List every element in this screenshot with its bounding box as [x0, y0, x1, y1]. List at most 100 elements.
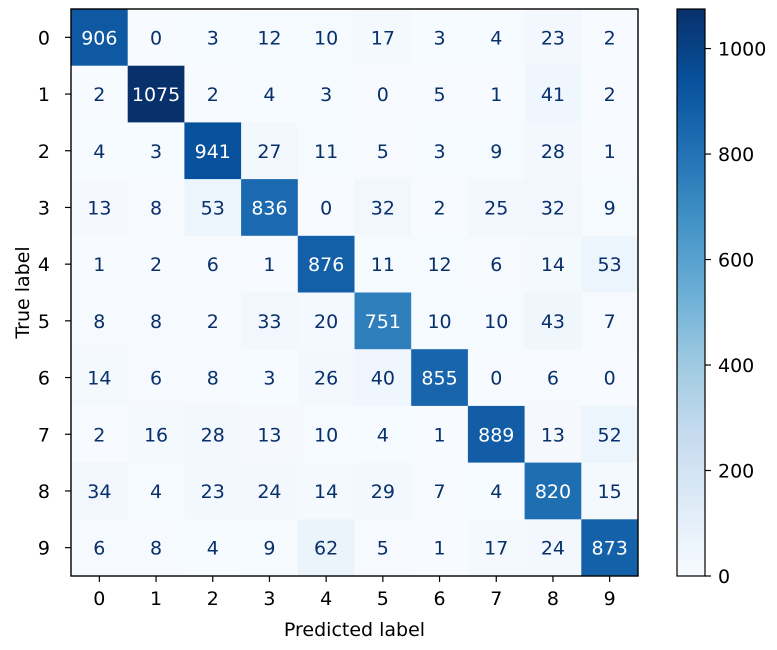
heatmap-cell-2-9: [581, 122, 639, 180]
heatmap-cell-8-8: [524, 462, 582, 520]
cell-value-8-2: 23: [201, 481, 225, 503]
cell-value-5-3: 33: [257, 311, 281, 333]
heatmap-cell-0-3: [241, 9, 299, 67]
y-tick-label: 7: [38, 424, 50, 446]
heatmap-cell-2-8: [524, 122, 582, 180]
heatmap-cell-4-2: [184, 235, 242, 293]
cell-value-1-5: 0: [377, 84, 389, 106]
cell-value-3-1: 8: [150, 197, 162, 219]
y-tick-label: 5: [38, 311, 50, 333]
cell-value-7-2: 28: [201, 424, 225, 446]
heatmap-cell-9-0: [71, 519, 129, 577]
heatmap-cell-5-9: [581, 292, 639, 350]
cell-value-6-1: 6: [150, 368, 162, 390]
heatmap-cell-7-2: [184, 405, 242, 464]
heatmap-cell-6-4: [297, 349, 355, 407]
heatmap-cell-3-2: [184, 179, 242, 237]
heatmap-cell-9-6: [411, 519, 469, 577]
cell-value-7-7: 889: [478, 424, 514, 446]
x-tick-label: 1: [150, 588, 162, 610]
cell-value-6-2: 8: [207, 368, 219, 390]
cell-value-5-9: 7: [604, 311, 616, 333]
heatmap-cell-labels: 906 0 3 12 10 17 3 4 23 22 1075 2 4 3 0 5 1 41 24 3 941 27 11 5…: [81, 27, 628, 559]
heatmap-cell-6-8: [524, 349, 582, 407]
cell-value-2-7: 9: [490, 141, 502, 163]
x-tick-label: 9: [604, 588, 616, 610]
heatmap-cell-4-9: [581, 235, 639, 293]
cell-value-2-8: 28: [541, 141, 565, 163]
cell-value-2-5: 5: [377, 141, 389, 163]
heatmap-cell-2-6: [411, 122, 469, 180]
cell-value-8-6: 7: [434, 481, 446, 503]
cell-value-4-2: 6: [207, 254, 219, 276]
heatmap-cell-6-1: [127, 349, 185, 407]
cell-value-3-0: 13: [87, 197, 111, 219]
heatmap-cell-1-1: [127, 65, 185, 123]
cell-value-3-2: 53: [201, 197, 225, 219]
heatmap-cell-9-5: [354, 519, 412, 577]
x-axis-label: Predicted label: [284, 619, 425, 641]
heatmap-cell-9-7: [467, 519, 526, 577]
cell-value-1-8: 41: [541, 84, 565, 106]
cell-value-9-0: 6: [93, 538, 105, 560]
cell-value-7-1: 16: [144, 424, 168, 446]
cell-value-9-5: 5: [377, 538, 389, 560]
heatmap-cell-8-3: [241, 462, 299, 520]
heatmap-cells: [71, 9, 639, 577]
x-axis-ticks: 0 1 2 3 4 5 6 7 8 9: [93, 576, 616, 610]
heatmap-cell-5-2: [184, 292, 242, 350]
y-axis-ticks: 0 1 2 3 4 5 6 7 8 9: [38, 27, 71, 560]
heatmap-cell-3-4: [297, 179, 355, 237]
heatmap-cell-8-7: [467, 462, 526, 520]
cell-value-0-8: 23: [541, 27, 565, 49]
heatmap-cell-4-4: [297, 235, 355, 293]
y-tick-label: 3: [38, 197, 50, 219]
cell-value-4-0: 1: [93, 254, 105, 276]
cell-value-9-9: 873: [592, 538, 628, 560]
heatmap-cell-3-0: [71, 179, 129, 237]
heatmap-cell-7-9: [581, 405, 639, 464]
heatmap-cell-0-8: [524, 9, 582, 67]
heatmap-cell-7-3: [241, 405, 299, 464]
cell-value-4-6: 12: [427, 254, 451, 276]
x-tick-label: 0: [93, 588, 105, 610]
cell-value-8-8: 820: [535, 481, 571, 503]
heatmap-cell-1-9: [581, 65, 639, 123]
cell-value-0-4: 10: [314, 27, 338, 49]
cell-value-1-4: 3: [320, 84, 332, 106]
heatmap-cell-8-4: [297, 462, 355, 520]
cell-value-5-1: 8: [150, 311, 162, 333]
heatmap-cell-7-1: [127, 405, 185, 464]
cell-value-9-6: 1: [434, 538, 446, 560]
y-tick-label: 0: [38, 27, 50, 49]
y-tick-label: 1: [38, 84, 50, 106]
heatmap-cell-0-1: [127, 9, 185, 67]
heatmap-cell-8-5: [354, 462, 412, 520]
cell-value-8-5: 29: [371, 481, 395, 503]
cell-value-4-9: 53: [598, 254, 622, 276]
heatmap-cell-3-6: [411, 179, 469, 237]
cell-value-6-6: 855: [421, 368, 457, 390]
y-tick-label: 8: [38, 481, 50, 503]
heatmap-cell-4-7: [467, 235, 526, 293]
cell-value-5-8: 43: [541, 311, 565, 333]
cell-value-9-2: 4: [207, 538, 219, 560]
cell-value-1-9: 2: [604, 84, 616, 106]
heatmap-cell-5-6: [411, 292, 469, 350]
cell-value-2-0: 4: [93, 141, 105, 163]
cell-value-7-0: 2: [93, 424, 105, 446]
cell-value-3-9: 9: [604, 197, 616, 219]
cell-value-7-9: 52: [598, 424, 622, 446]
heatmap-cell-8-0: [71, 462, 129, 520]
cell-value-4-8: 14: [541, 254, 565, 276]
heatmap-cell-0-5: [354, 9, 412, 67]
heatmap-cell-3-9: [581, 179, 639, 237]
cell-value-7-5: 4: [377, 424, 389, 446]
heatmap-cell-5-1: [127, 292, 185, 350]
y-axis-label: True label: [12, 246, 34, 339]
colorbar-tick-label: 0: [718, 566, 730, 588]
cell-value-4-4: 876: [308, 254, 344, 276]
heatmap-cell-6-6: [411, 349, 469, 407]
cell-value-8-0: 34: [87, 481, 111, 503]
cell-value-7-8: 13: [541, 424, 565, 446]
